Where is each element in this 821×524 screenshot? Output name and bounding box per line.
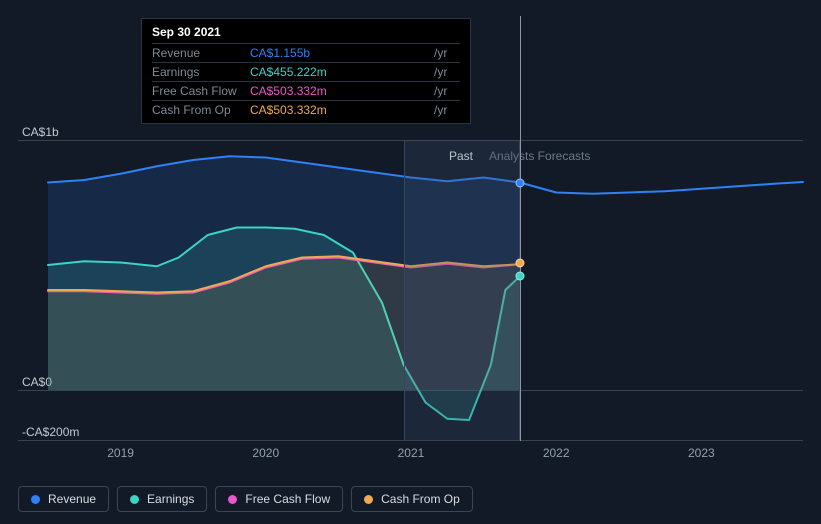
tooltip-row-label: Cash From Op [152, 101, 250, 120]
tooltip-row: EarningsCA$455.222m/yr [152, 63, 460, 82]
legend-label: Earnings [147, 492, 194, 506]
tooltip-row-value: CA$503.332m [250, 82, 430, 101]
marker-earnings [515, 272, 524, 281]
x-axis-label: 2022 [543, 446, 570, 460]
legend-item-cfo[interactable]: Cash From Op [351, 486, 473, 512]
tooltip-row-label: Revenue [152, 44, 250, 63]
x-axis: 2019 2020 2021 2022 2023 [48, 446, 803, 464]
tooltip-row: Cash From OpCA$503.332m/yr [152, 101, 460, 120]
x-axis-label: 2020 [252, 446, 279, 460]
financials-chart[interactable] [48, 140, 803, 440]
x-axis-label: 2021 [398, 446, 425, 460]
marker-revenue [515, 178, 524, 187]
tooltip-row-unit: /yr [430, 63, 460, 82]
x-axis-label: 2023 [688, 446, 715, 460]
tooltip-row-label: Free Cash Flow [152, 82, 250, 101]
legend-dot-icon [130, 495, 139, 504]
tooltip-date: Sep 30 2021 [152, 25, 460, 43]
tooltip-row-label: Earnings [152, 63, 250, 82]
chart-legend: Revenue Earnings Free Cash Flow Cash From O… [18, 486, 473, 512]
legend-label: Revenue [48, 492, 96, 506]
tooltip-row-value: CA$503.332m [250, 101, 430, 120]
tooltip-row-unit: /yr [430, 44, 460, 63]
legend-dot-icon [364, 495, 373, 504]
y-axis-label: CA$1b [22, 125, 59, 139]
legend-item-fcf[interactable]: Free Cash Flow [215, 486, 343, 512]
legend-dot-icon [228, 495, 237, 504]
legend-item-revenue[interactable]: Revenue [18, 486, 109, 512]
legend-label: Free Cash Flow [245, 492, 330, 506]
chart-tooltip: Sep 30 2021 RevenueCA$1.155b/yrEarningsC… [141, 18, 471, 124]
legend-item-earnings[interactable]: Earnings [117, 486, 207, 512]
legend-dot-icon [31, 495, 40, 504]
tooltip-row-unit: /yr [430, 82, 460, 101]
tooltip-row-value: CA$455.222m [250, 63, 430, 82]
tooltip-row-value: CA$1.155b [250, 44, 430, 63]
legend-label: Cash From Op [381, 492, 460, 506]
tooltip-row: RevenueCA$1.155b/yr [152, 44, 460, 63]
gridline [18, 440, 803, 441]
tooltip-row-unit: /yr [430, 101, 460, 120]
marker-cfo [515, 258, 524, 267]
tooltip-row: Free Cash FlowCA$503.332m/yr [152, 82, 460, 101]
x-axis-label: 2019 [107, 446, 134, 460]
